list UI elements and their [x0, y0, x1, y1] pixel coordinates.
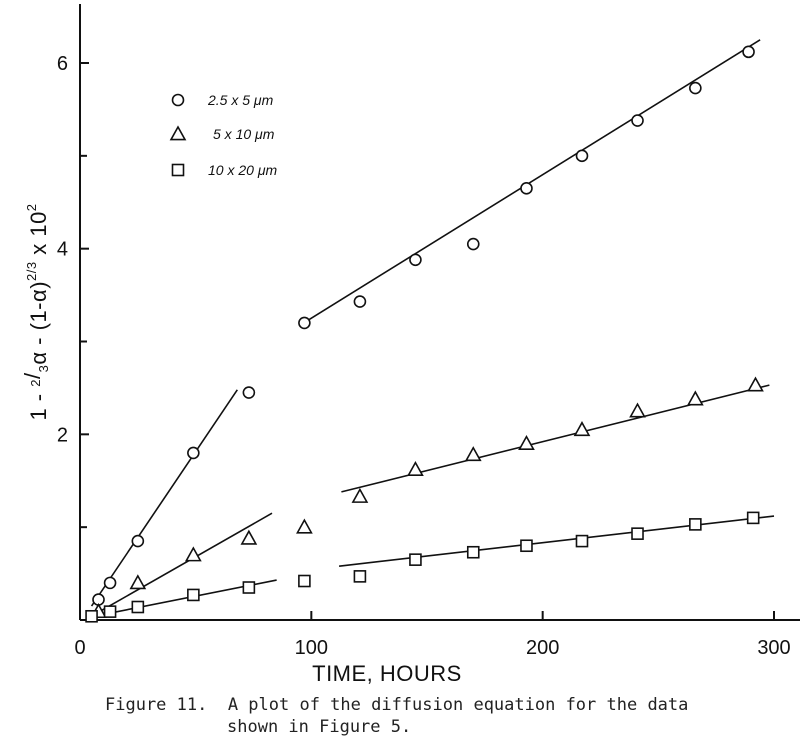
fit-line-square: [339, 515, 775, 567]
data-point-circle: [242, 386, 256, 399]
y-tick-label: 4: [57, 239, 68, 261]
data-point-square: [466, 545, 480, 559]
data-point-square: [298, 574, 311, 588]
data-point-circle: [520, 182, 533, 195]
data-point-triangle: [518, 434, 535, 451]
y-tick-label: 2: [57, 424, 68, 446]
data-point-square: [575, 534, 589, 548]
data-point-square: [353, 570, 367, 583]
data-point-square: [242, 581, 256, 594]
caption-line-2: shown in Figure 5.: [227, 717, 412, 737]
data-point-circle: [689, 81, 702, 95]
figure-caption: Figure 11. A plot of the diffusion equat…: [105, 694, 688, 738]
data-point-square: [409, 553, 422, 566]
data-point-square: [520, 539, 533, 553]
data-point-square: [746, 511, 760, 525]
legend-label: 10 x 20 μm: [208, 162, 277, 178]
x-tick-label: 0: [74, 637, 85, 659]
data-point-square: [187, 588, 200, 602]
data-point-circle: [409, 253, 422, 267]
x-tick-label: 200: [526, 637, 559, 659]
y-tick-label: 6: [57, 53, 68, 75]
legend-label: 5 x 10 μm: [213, 126, 275, 142]
data-point-triangle: [296, 518, 313, 534]
legend-label: 2.5 x 5 μm: [207, 92, 274, 108]
data-point-triangle: [464, 446, 482, 462]
data-point-circle: [742, 45, 755, 59]
fit-line-triangle: [341, 384, 770, 493]
fit-line-triangle: [95, 512, 273, 615]
legend-marker-triangle: [169, 125, 187, 141]
data-point-circle: [187, 446, 200, 460]
data-point-triangle: [407, 460, 424, 477]
ticks: 0 100 200 300 2 4 6: [57, 53, 791, 659]
chart: 0 100 200 300 2 4 6 2.5 x 5 μm 5 x 10 μm 10 x 20…: [20, 4, 800, 686]
legend-marker-square: [171, 163, 185, 177]
data-point-circle: [575, 149, 589, 163]
data-point-triangle: [573, 421, 591, 437]
data-point-square: [689, 518, 702, 531]
data-point-triangle: [240, 529, 258, 545]
fit-line-circle: [306, 39, 761, 322]
data-point-circle: [298, 316, 311, 330]
fit-lines: [89, 39, 775, 618]
axes: [79, 4, 800, 621]
data-point-square: [103, 605, 117, 618]
data-point-triangle: [686, 390, 704, 406]
data-markers: [85, 45, 764, 623]
data-point-square: [131, 600, 145, 614]
data-point-circle: [353, 295, 367, 308]
legend-marker-circle: [171, 93, 185, 107]
y-axis-title: 1 - 2/3α - (1-α)2/3 x 102: [20, 203, 51, 420]
data-point-square: [85, 609, 98, 623]
data-point-square: [631, 527, 644, 540]
x-axis-title: TIME, HOURS: [312, 661, 462, 686]
data-point-triangle: [129, 574, 147, 590]
x-tick-label: 100: [295, 637, 328, 659]
data-point-circle: [131, 534, 145, 548]
data-point-triangle: [184, 546, 202, 562]
data-point-triangle: [351, 487, 369, 503]
legend: 2.5 x 5 μm 5 x 10 μm 10 x 20 μm: [169, 92, 277, 178]
x-tick-label: 300: [757, 637, 790, 659]
data-point-circle: [631, 114, 644, 127]
data-point-triangle: [629, 402, 646, 418]
data-point-triangle: [747, 376, 764, 392]
caption-line-1: Figure 11. A plot of the diffusion equat…: [105, 695, 689, 715]
fit-line-circle: [90, 389, 238, 607]
data-point-circle: [103, 576, 117, 590]
data-point-circle: [466, 237, 480, 251]
